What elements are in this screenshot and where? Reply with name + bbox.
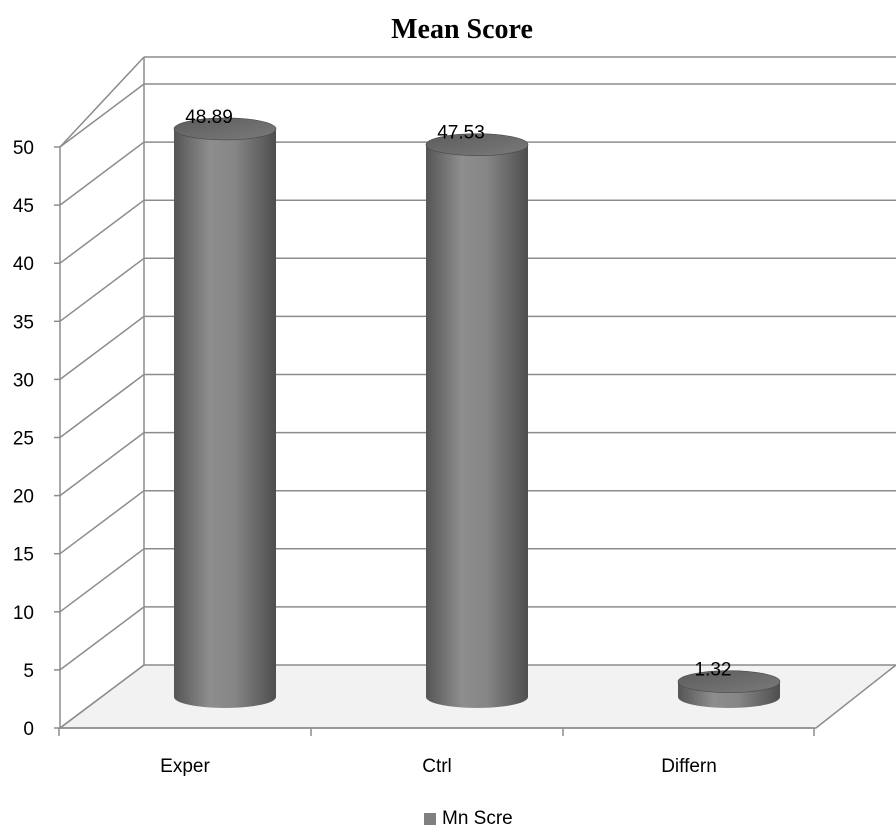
gridline-side (59, 257, 145, 322)
bar (677, 670, 781, 708)
x-tick-labels: Exper Ctrl Differn (58, 727, 815, 777)
bar (425, 133, 529, 708)
y-tick-label: 20 (13, 487, 34, 508)
x-tick-label: Differn (661, 756, 717, 777)
y-tick-label: 40 (13, 254, 34, 275)
legend-swatch (424, 813, 436, 825)
x-tick-label: Ctrl (422, 756, 452, 777)
data-labels: 48.89 47.53 1.32 (185, 107, 731, 681)
y-tick-label: 5 (23, 661, 34, 682)
legend: Mn Scre (424, 808, 513, 829)
gridline-side (59, 141, 145, 206)
wall-top-edge (59, 56, 145, 148)
y-tick-label: 50 (13, 138, 34, 159)
gridline-side (59, 83, 145, 148)
y-tick-labels: 0 5 10 15 20 25 30 35 40 45 50 (13, 138, 60, 740)
bar-body (426, 144, 528, 708)
y-tick-label: 45 (13, 196, 34, 217)
x-tick-label: Exper (160, 756, 210, 777)
data-label: 1.32 (695, 660, 732, 681)
y-tick-label: 25 (13, 429, 34, 450)
gridline-side (59, 373, 145, 439)
y-tick-label: 15 (13, 545, 34, 566)
bar-top (173, 117, 277, 141)
bar-top (677, 670, 781, 693)
y-tick-label: 0 (23, 719, 34, 740)
data-label: 47.53 (437, 123, 485, 144)
gridline-side (59, 432, 145, 497)
legend-entry-label: Mn Scre (442, 808, 513, 829)
gridline-side (59, 664, 145, 729)
y-tick-label: 35 (13, 312, 34, 333)
chart-title: Mean Score (391, 14, 533, 45)
gridline-side (59, 315, 145, 380)
gridline-side (59, 490, 145, 555)
bar (173, 117, 277, 708)
gridline-side (59, 606, 145, 671)
bar-body (174, 128, 276, 708)
y-tick-label: 30 (13, 370, 34, 391)
data-label: 48.89 (185, 107, 233, 128)
y-tick-label: 10 (13, 603, 34, 624)
bar-top (425, 133, 529, 157)
gridline-side (59, 548, 145, 613)
gridline-side (59, 199, 145, 264)
bars (173, 117, 781, 708)
